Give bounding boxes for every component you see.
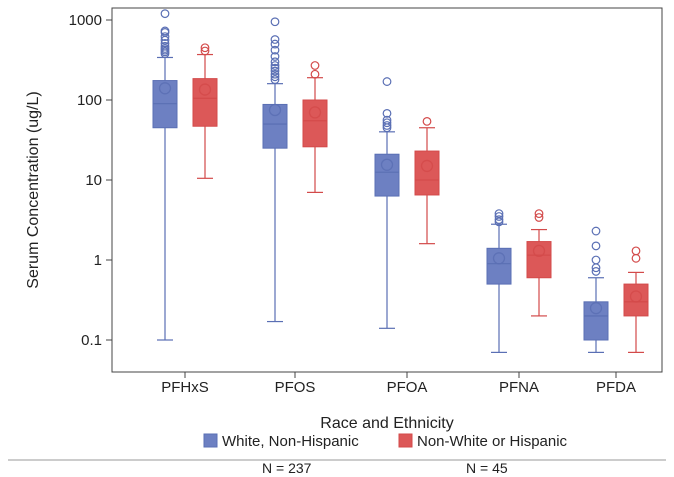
box-iqr (302, 99, 328, 148)
mean-marker (532, 244, 546, 258)
y-axis: 0.1 1 10 100 1000 (69, 12, 112, 349)
mean-marker (420, 159, 434, 173)
outlier-point (270, 57, 280, 67)
box-iqr (486, 247, 512, 285)
outlier-point (160, 49, 170, 59)
outlier-point (382, 77, 392, 86)
box-1-pfhxs (192, 43, 218, 179)
x-tick-label-pfda: PFDA (596, 379, 636, 396)
outlier-point (270, 45, 280, 55)
box-plots (152, 9, 649, 353)
outlier-point (422, 117, 432, 126)
mean-marker (158, 82, 172, 95)
outlier-point (270, 17, 280, 27)
y-axis-title: Serum Concentration (ug/L) (25, 91, 42, 288)
outlier-point (160, 9, 170, 19)
outlier-point (494, 215, 504, 224)
box-iqr (262, 103, 288, 149)
outlier-point (382, 118, 392, 128)
box-iqr (192, 78, 218, 127)
x-tick-label-pfhxs: PFHxS (161, 379, 209, 396)
box-iqr (374, 153, 400, 197)
box-iqr (414, 150, 440, 196)
outlier-point (382, 121, 392, 130)
outlier-point (270, 52, 280, 61)
legend-label-white: White, Non-Hispanic (222, 433, 359, 450)
box-1-pfos (302, 61, 328, 193)
box-iqr (583, 301, 609, 341)
outlier-point (270, 75, 280, 84)
outlier-point (591, 226, 601, 236)
y-tick-label: 1 (94, 252, 102, 269)
box-0-pfhxs (152, 9, 178, 341)
outlier-point (631, 246, 641, 256)
outlier-point (200, 43, 210, 53)
outlier-point (591, 241, 601, 251)
y-tick-label: 0.1 (81, 332, 102, 349)
legend-swatch-nonwhite (398, 433, 413, 448)
n-count-nonwhite: N = 45 (466, 460, 508, 476)
outlier-point (270, 35, 280, 44)
legend-label-nonwhite: Non-White or Hispanic (417, 433, 568, 450)
box-1-pfna (526, 209, 552, 317)
outlier-point (382, 123, 392, 133)
outlier-point (591, 267, 601, 276)
y-tick-label: 100 (77, 92, 102, 109)
box-iqr (623, 283, 649, 317)
legend-swatch-white (203, 433, 218, 448)
outlier-point (270, 66, 280, 76)
x-tick-label-pfoa: PFOA (387, 379, 428, 396)
mean-marker (589, 302, 603, 315)
outlier-point (534, 209, 544, 219)
outlier-point (160, 38, 170, 48)
mean-marker (308, 106, 322, 119)
box-0-pfna (486, 209, 512, 353)
outlier-point (494, 209, 504, 219)
outlier-point (310, 61, 320, 70)
x-axis-title: Race and Ethnicity (320, 415, 453, 432)
outlier-point (270, 61, 280, 70)
n-count-white: N = 237 (262, 460, 312, 476)
outlier-point (160, 32, 170, 42)
outlier-point (382, 108, 392, 118)
box-1-pfoa (414, 117, 440, 245)
mean-marker (268, 103, 282, 117)
mean-marker (380, 158, 394, 171)
outlier-point (200, 46, 210, 56)
y-tick-label: 1000 (69, 12, 102, 29)
outlier-point (494, 212, 504, 221)
x-axis: PFHxS PFOS PFOA PFNA PFDA (161, 372, 636, 396)
outlier-point (591, 255, 601, 265)
outlier-point (494, 217, 504, 227)
mean-marker (629, 290, 643, 303)
plot-frame (111, 7, 663, 373)
outlier-point (310, 69, 320, 79)
y-tick-label: 10 (85, 172, 102, 189)
box-iqr (526, 241, 552, 279)
mean-marker (198, 83, 212, 96)
box-0-pfos (262, 17, 288, 323)
outlier-point (270, 63, 280, 73)
outlier-point (270, 39, 280, 49)
legend: White, Non-Hispanic Non-White or Hispani… (203, 433, 568, 450)
outlier-point (591, 263, 601, 273)
outlier-point (270, 69, 280, 79)
box-1-pfda (623, 246, 649, 353)
outlier-point (270, 72, 280, 82)
outlier-point (631, 253, 641, 263)
x-tick-label-pfna: PFNA (499, 379, 539, 396)
mean-marker (492, 252, 506, 265)
box-0-pfda (583, 226, 609, 353)
outlier-point (160, 35, 170, 45)
x-tick-label-pfos: PFOS (275, 379, 316, 396)
outlier-point (534, 213, 544, 222)
box-0-pfoa (374, 77, 400, 329)
